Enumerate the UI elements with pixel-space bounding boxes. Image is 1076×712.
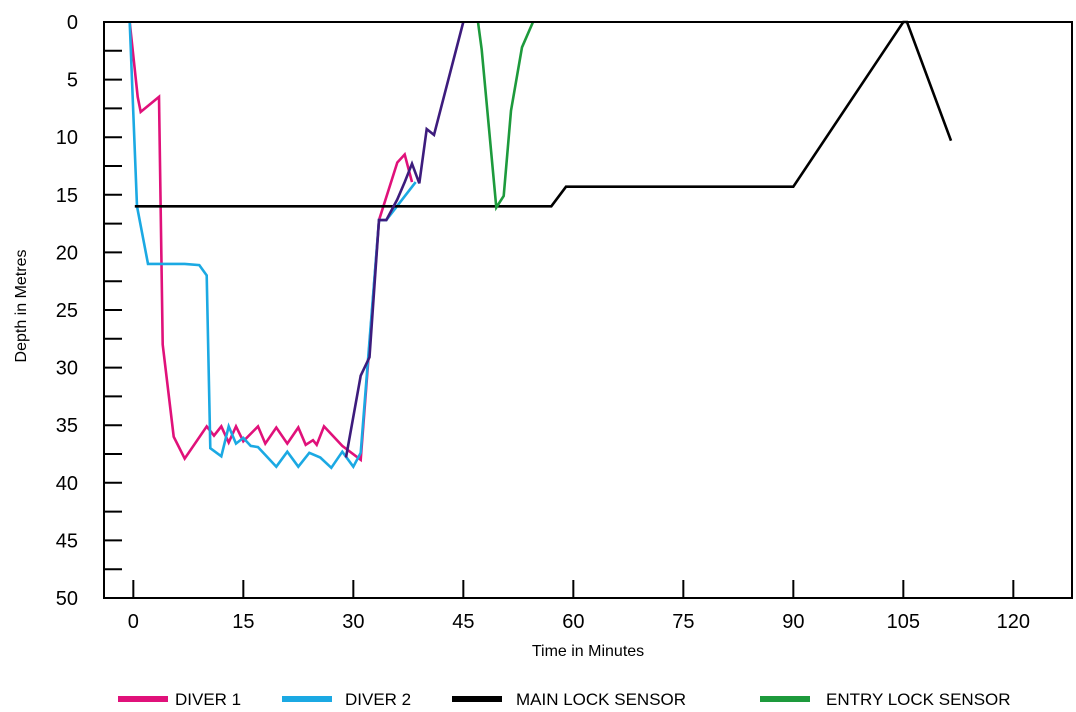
legend-label: ENTRY LOCK SENSOR [826, 690, 1011, 709]
y-tick-label: 15 [56, 185, 78, 207]
series-line-4 [476, 21, 535, 212]
tick-layer: 0 5 10 15 20 25 30 35 40 45 50 0 15 30 45 60 75 90 105 120 [56, 12, 1030, 633]
x-tick-label: 45 [452, 611, 474, 633]
series-line-3 [344, 21, 465, 458]
legend-swatch [282, 696, 332, 702]
x-tick-label: 120 [997, 611, 1030, 633]
y-axis-title: Depth in Metres [13, 250, 30, 363]
legend-label: DIVER 1 [175, 690, 241, 709]
x-tick-label: 0 [128, 611, 139, 633]
y-tick-label: 35 [56, 415, 78, 437]
x-tick-label: 60 [562, 611, 584, 633]
y-axis-title-group: Depth in Metres [13, 250, 30, 363]
plot-frame [103, 21, 1073, 599]
y-tick-label: 5 [67, 70, 78, 92]
y-tick-label: 50 [56, 588, 78, 610]
legend-swatch [760, 696, 810, 702]
legend-label: DIVER 2 [345, 690, 411, 709]
y-tick-label: 45 [56, 530, 78, 552]
series-line-0 [128, 21, 414, 463]
y-tick-label: 20 [56, 242, 78, 264]
legend-swatch [452, 696, 502, 702]
y-tick-label: 25 [56, 300, 78, 322]
y-tick-label: 10 [56, 127, 78, 149]
x-tick-label: 15 [232, 611, 254, 633]
legend-label: MAIN LOCK SENSOR [516, 690, 686, 709]
series-line-2 [134, 20, 953, 208]
y-tick-label: 40 [56, 473, 78, 495]
y-tick-label: 30 [56, 358, 78, 380]
x-tick-label: 30 [342, 611, 364, 633]
series-layer [128, 20, 953, 470]
series-line-1 [128, 21, 417, 470]
x-axis-title: Time in Minutes [532, 643, 644, 660]
legend-swatch [118, 696, 168, 702]
x-tick-label: 105 [887, 611, 920, 633]
y-tick-label: 0 [67, 12, 78, 34]
x-tick-label: 75 [672, 611, 694, 633]
legend: DIVER 1 DIVER 2 MAIN LOCK SENSOR ENTRY LOCK… [118, 690, 1011, 709]
x-tick-label: 90 [782, 611, 804, 633]
